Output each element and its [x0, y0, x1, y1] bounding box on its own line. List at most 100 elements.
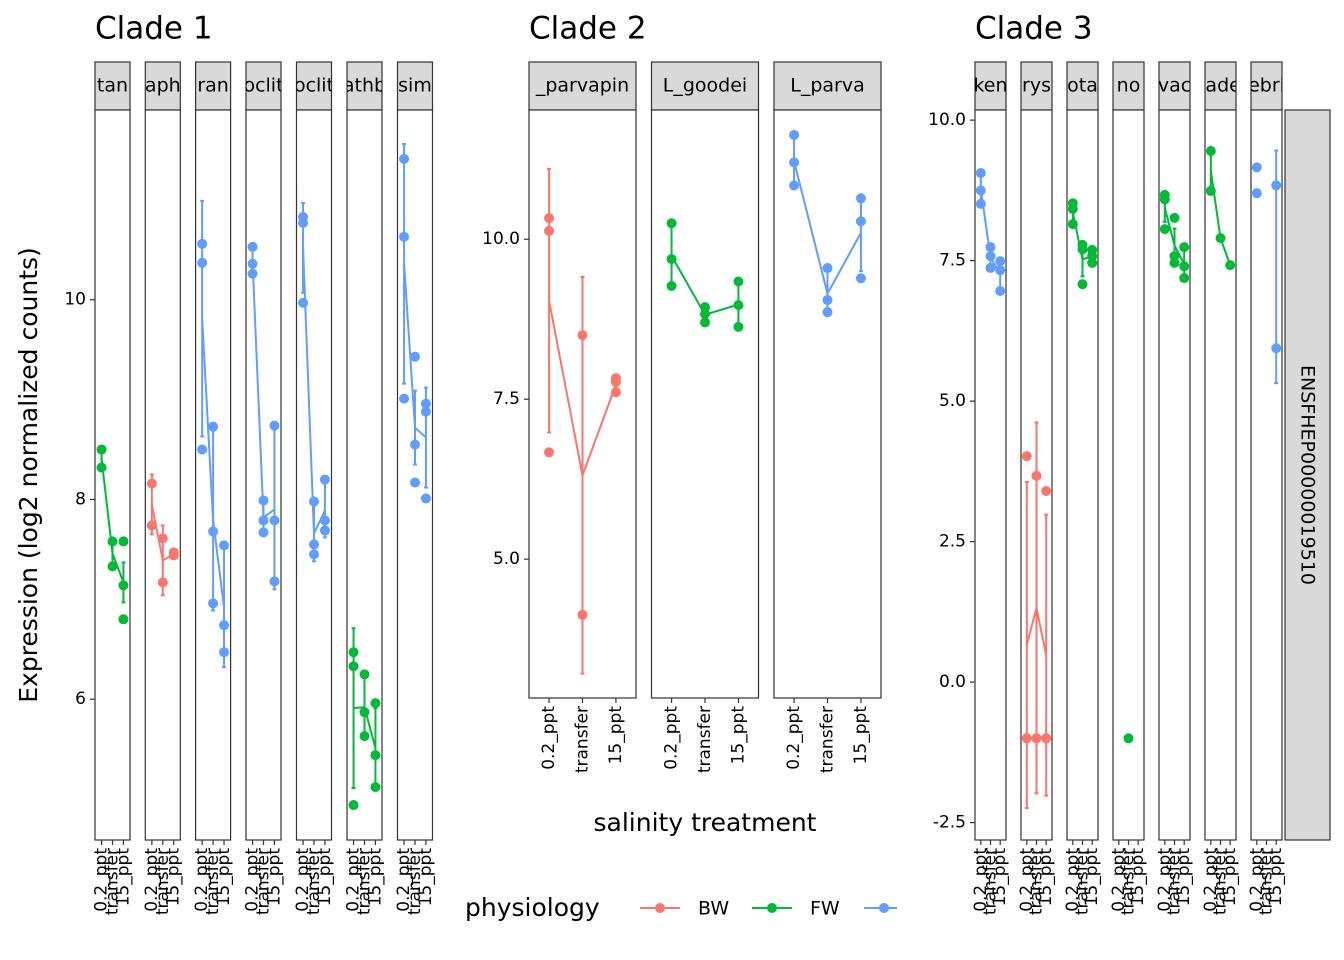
point: [168, 550, 179, 561]
point: [544, 447, 555, 458]
point: [789, 157, 800, 168]
x-tick-label: 0.2_ppt: [1017, 848, 1037, 912]
y-tick-label: 10: [64, 290, 86, 310]
point: [1169, 212, 1180, 223]
x-tick-label: 0.2_ppt: [1247, 848, 1267, 912]
legend-key-point: [655, 903, 665, 913]
y-tick-label: 5.0: [493, 549, 520, 569]
x-tick-label: 15_ppt: [164, 848, 184, 907]
point: [975, 198, 986, 209]
point: [855, 216, 866, 227]
point: [855, 273, 866, 284]
point: [96, 444, 107, 455]
x-tick-label: 0.2_ppt: [971, 848, 991, 912]
x-tick-label: 0.2_ppt: [344, 848, 364, 912]
strip: [144, 61, 181, 111]
point: [309, 496, 319, 507]
point: [985, 242, 996, 253]
point: [146, 520, 157, 531]
strip: [295, 61, 333, 111]
point: [1205, 185, 1216, 196]
strip: [94, 61, 131, 111]
point: [666, 218, 677, 229]
point: [995, 265, 1006, 276]
x-tick-label: 0.2_ppt: [1109, 848, 1129, 912]
point: [855, 193, 866, 204]
y-tick-label: 7.5: [493, 389, 520, 409]
legend-label: BW: [698, 898, 729, 920]
point: [544, 225, 555, 236]
strip-label: oclit: [243, 75, 283, 97]
x-tick-label: 0.2_ppt: [662, 706, 682, 770]
point: [666, 280, 677, 291]
panel: [1112, 109, 1145, 841]
point: [1041, 486, 1052, 497]
x-tick-label: transfer: [1027, 848, 1047, 915]
panel: [974, 109, 1007, 841]
x-tick-label: transfer: [573, 706, 593, 773]
point: [219, 540, 230, 551]
point: [1251, 162, 1262, 173]
point: [370, 698, 381, 709]
point: [157, 577, 168, 588]
point: [733, 276, 744, 287]
point: [733, 321, 744, 332]
point: [399, 393, 410, 404]
point: [610, 376, 621, 387]
point: [995, 256, 1006, 267]
y-tick-label: 6: [75, 689, 86, 709]
x-tick-label: 15_ppt: [728, 706, 748, 765]
strip: [245, 61, 282, 111]
point: [208, 598, 219, 609]
error-bar: [402, 142, 407, 385]
point: [269, 420, 280, 431]
point: [319, 515, 330, 526]
point: [107, 536, 118, 547]
panel: [1066, 109, 1099, 841]
x-tick-label: 15_ppt: [851, 706, 871, 765]
x-tick-label: 15_ppt: [1266, 848, 1286, 907]
x-tick-label: 15_ppt: [1128, 848, 1148, 907]
legend-label: FW: [810, 898, 840, 920]
point: [309, 539, 319, 550]
x-tick-label: 15_ppt: [1036, 848, 1056, 907]
point: [107, 561, 118, 572]
strip: [396, 61, 434, 111]
x-tick-label: 15_ppt: [1220, 848, 1240, 907]
point: [410, 439, 420, 450]
chart-title: Clade 3: [975, 11, 1093, 47]
strip-label: L_parva: [790, 75, 865, 97]
x-tick-label: 0.2_ppt: [293, 848, 313, 912]
point: [269, 576, 280, 587]
point: [1251, 188, 1262, 199]
error-bar: [413, 389, 417, 466]
strip-label: _parvapin: [535, 75, 629, 97]
point: [197, 444, 208, 455]
x-tick-label: 0.2_ppt: [784, 706, 804, 770]
point: [370, 750, 381, 761]
x-tick-label: 0.2_ppt: [1201, 848, 1221, 912]
point: [975, 167, 986, 178]
point: [1179, 261, 1190, 272]
point: [208, 526, 219, 537]
x-tick-label: 15_ppt: [1082, 848, 1102, 907]
point: [822, 307, 833, 318]
x-tick-label: 15_ppt: [113, 848, 133, 907]
point: [319, 525, 330, 536]
point: [247, 258, 258, 269]
panel: [1204, 109, 1237, 841]
y-tick-label: 2.5: [939, 532, 966, 552]
strip: [195, 61, 232, 111]
row-strip: [1284, 109, 1331, 841]
point: [1123, 733, 1134, 744]
x-tick-label: 0.2_ppt: [1063, 848, 1083, 912]
point: [319, 474, 330, 485]
point: [370, 782, 381, 793]
point: [348, 661, 359, 672]
error-bar: [1034, 421, 1039, 795]
x-tick-label: 0.2_ppt: [394, 848, 414, 912]
x-tick-label: transfer: [103, 848, 123, 915]
y-tick-label: 0.0: [939, 672, 966, 692]
point: [359, 707, 370, 718]
legend-title: physiology: [465, 893, 600, 922]
